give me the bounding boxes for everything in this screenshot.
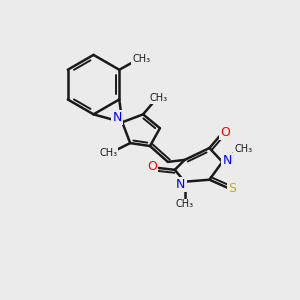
Text: N: N [112,111,122,124]
Text: CH₃: CH₃ [99,148,118,158]
Text: CH₃: CH₃ [176,200,194,209]
Text: CH₃: CH₃ [234,144,252,154]
Text: N: N [176,178,185,191]
Text: S: S [228,182,236,195]
Text: CH₃: CH₃ [150,94,168,103]
Text: N: N [223,154,232,167]
Text: O: O [220,126,230,139]
Text: CH₃: CH₃ [132,54,150,64]
Text: O: O [147,160,157,173]
